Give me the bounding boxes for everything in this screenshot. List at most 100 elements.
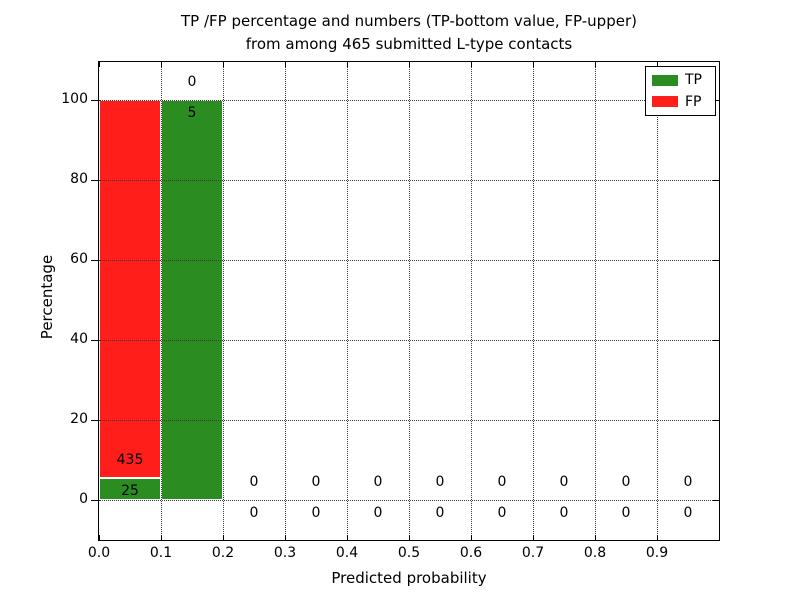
legend-label-fp: FP: [685, 93, 702, 110]
vertical-gridline: [533, 62, 534, 540]
fp-count-label: 0: [683, 474, 693, 490]
x-tick-label: 0.8: [583, 545, 607, 561]
y-tick-label: 0: [79, 491, 88, 507]
y-tick-mark: [91, 420, 99, 422]
x-tick-mark: [285, 535, 287, 540]
tp-count-label: 0: [373, 505, 383, 521]
x-tick-mark: [657, 535, 659, 540]
tp-count-label: 0: [621, 505, 631, 521]
x-tick-mark-top: [409, 62, 411, 67]
x-tick-label: 0.1: [149, 545, 173, 561]
y-tick-label: 20: [70, 411, 88, 427]
tp-color-swatch: [652, 74, 678, 86]
x-tick-mark: [347, 535, 349, 540]
legend-label-tp: TP: [685, 72, 702, 89]
tp-bar-segment: [99, 478, 161, 500]
x-tick-label: 0.9: [645, 545, 669, 561]
y-tick-label: 80: [70, 171, 88, 187]
vertical-gridline: [595, 62, 596, 540]
x-tick-mark-top: [99, 62, 101, 67]
x-tick-mark: [595, 535, 597, 540]
x-tick-label: 0.7: [521, 545, 545, 561]
x-tick-label: 0.2: [211, 545, 235, 561]
vertical-gridline: [285, 62, 286, 540]
y-tick-mark: [91, 180, 99, 182]
y-tick-label: 40: [70, 331, 88, 347]
vertical-gridline: [471, 62, 472, 540]
fp-bar-segment: [99, 100, 161, 479]
x-tick-mark-top: [223, 62, 225, 67]
vertical-gridline: [223, 62, 224, 540]
y-tick-label: 60: [70, 251, 88, 267]
fp-count-label: 0: [435, 474, 445, 490]
x-tick-mark: [99, 535, 101, 540]
vertical-gridline: [161, 62, 162, 540]
x-tick-mark-top: [161, 62, 163, 67]
horizontal-gridline: [99, 420, 719, 421]
horizontal-gridline: [99, 340, 719, 341]
x-tick-mark-top: [533, 62, 535, 67]
fp-count-label: 0: [187, 74, 197, 90]
chart-title-line2: from among 465 submitted L-type contacts: [245, 35, 573, 53]
fp-count-label: 0: [311, 474, 321, 490]
x-tick-label: 0.3: [273, 545, 297, 561]
horizontal-gridline: [99, 100, 719, 101]
legend-entry-tp: TP: [646, 72, 715, 88]
tp-count-label: 0: [559, 505, 569, 521]
x-tick-label: 0.5: [397, 545, 421, 561]
tp-count-label: 0: [435, 505, 445, 521]
x-tick-mark: [533, 535, 535, 540]
x-axis-label: Predicted probability: [331, 569, 487, 587]
x-tick-mark-top: [285, 62, 287, 67]
y-tick-label: 100: [61, 91, 88, 107]
plot-inner: 435 25 0 5 0 0 0 0 0 0 0 0 0 0 0 0 0 0 0 0: [99, 62, 719, 540]
y-tick-mark: [91, 100, 99, 102]
x-tick-mark-top: [471, 62, 473, 67]
y-tick-mark-right: [713, 180, 719, 182]
vertical-gridline: [657, 62, 658, 540]
y-tick-mark: [91, 500, 99, 502]
x-tick-mark-top: [347, 62, 349, 67]
horizontal-gridline: [99, 180, 719, 181]
x-tick-label: 0.6: [459, 545, 483, 561]
y-tick-mark-right: [713, 100, 719, 102]
fp-color-swatch: [652, 96, 678, 108]
chart-title-line1: TP /FP percentage and numbers (TP-bottom…: [181, 12, 637, 30]
legend-entry-fp: FP: [646, 94, 715, 110]
x-tick-label: 0.0: [87, 545, 111, 561]
horizontal-gridline: [99, 500, 719, 501]
tp-count-label: 0: [497, 505, 507, 521]
x-tick-mark: [223, 535, 225, 540]
x-tick-mark-top: [657, 62, 659, 67]
y-tick-mark-right: [713, 500, 719, 502]
tp-count-label: 0: [683, 505, 693, 521]
fp-count-label: 0: [621, 474, 631, 490]
x-tick-mark: [409, 535, 411, 540]
legend: TP FP: [645, 66, 716, 116]
fp-count-label: 0: [559, 474, 569, 490]
y-tick-mark-right: [713, 420, 719, 422]
plot-area: 435 25 0 5 0 0 0 0 0 0 0 0 0 0 0 0 0 0 0 0: [98, 61, 720, 541]
x-tick-label: 0.4: [335, 545, 359, 561]
tp-count-label: 25: [121, 483, 139, 500]
fp-count-label: 0: [249, 474, 259, 490]
vertical-gridline: [409, 62, 410, 540]
y-tick-mark: [91, 340, 99, 342]
fp-count-label: 0: [497, 474, 507, 490]
y-tick-mark-right: [713, 260, 719, 262]
x-tick-mark: [161, 535, 163, 540]
fp-count-label: 435: [116, 452, 144, 469]
tp-bar-segment: [161, 100, 223, 500]
y-axis-label: Percentage: [38, 254, 56, 340]
y-tick-mark-right: [713, 340, 719, 342]
fp-count-label: 0: [373, 474, 383, 490]
tp-count-label: 5: [187, 105, 197, 121]
tp-count-label: 0: [249, 505, 259, 521]
horizontal-gridline: [99, 260, 719, 261]
y-tick-mark: [91, 260, 99, 262]
tp-count-label: 0: [311, 505, 321, 521]
vertical-gridline: [347, 62, 348, 540]
x-tick-mark-top: [595, 62, 597, 67]
x-tick-mark: [471, 535, 473, 540]
